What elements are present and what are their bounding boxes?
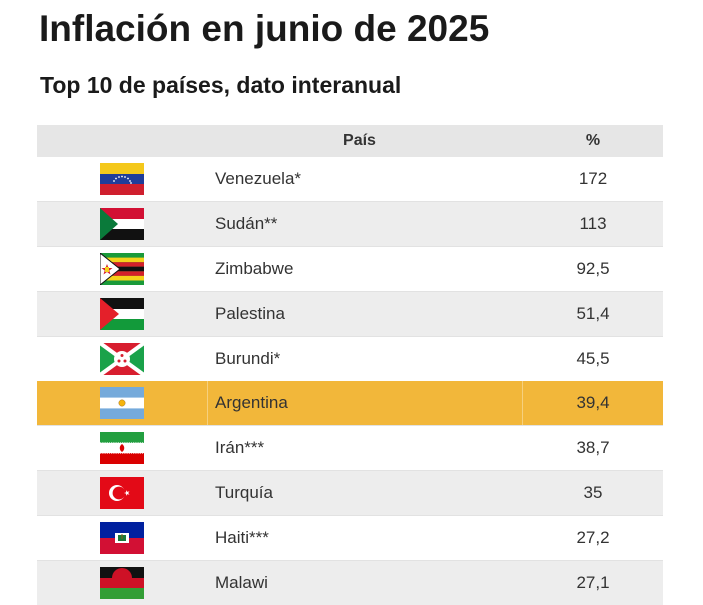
table-row: Sudán** 113 — [37, 201, 663, 246]
inflation-value: 27,2 — [576, 528, 610, 547]
zimbabwe-flag — [100, 253, 144, 285]
column-separator — [522, 381, 523, 425]
inflation-value: 45,5 — [576, 349, 610, 368]
column-header-country: País — [343, 132, 376, 149]
inflation-value: 39,4 — [576, 393, 610, 412]
column-header-value: % — [585, 132, 601, 149]
table-row: Irán*** 38,7 — [37, 425, 663, 470]
inflation-value: 113 — [579, 214, 607, 233]
country-name: Haiti*** — [215, 528, 269, 547]
inflation-value: 51,4 — [576, 304, 610, 323]
burundi-flag — [100, 343, 144, 375]
table-header: País % — [37, 125, 663, 157]
country-name: Irán*** — [215, 438, 265, 457]
inflation-value: 172 — [578, 169, 608, 188]
country-name: Venezuela* — [215, 169, 302, 188]
malawi-flag — [100, 567, 144, 599]
inflation-value: 35 — [583, 483, 603, 502]
country-name: Zimbabwe — [215, 259, 294, 278]
inflation-value: 27,1 — [576, 573, 610, 592]
country-name: Palestina — [215, 304, 285, 323]
inflation-value: 92,5 — [576, 259, 610, 278]
table-row: Palestina 51,4 — [37, 291, 663, 336]
country-name: Argentina — [215, 393, 288, 412]
iran-flag — [100, 432, 144, 464]
page-title: Inflación en junio de 2025 — [39, 8, 490, 49]
haiti-flag — [100, 522, 144, 554]
table-row: Argentina 39,4 — [37, 381, 663, 425]
country-name: Burundi* — [215, 349, 281, 368]
inflation-table: País % Venezuela* 172 Sudán** 113 Zimbabwe 92… — [37, 125, 663, 605]
table-row: Venezuela* 172 — [37, 157, 663, 201]
country-name: Sudán** — [215, 214, 278, 233]
palestine-flag — [100, 298, 144, 330]
country-name: Malawi — [215, 573, 268, 592]
venezuela-flag — [100, 163, 144, 195]
page-subtitle: Top 10 de países, dato interanual — [40, 72, 402, 98]
column-separator — [207, 381, 208, 425]
table-row: Haiti*** 27,2 — [37, 515, 663, 560]
sudan-flag — [100, 208, 144, 240]
country-name: Turquía — [215, 483, 273, 502]
argentina-flag — [100, 387, 144, 419]
table-row: Malawi 27,1 — [37, 560, 663, 605]
turkey-flag — [100, 477, 144, 509]
table-row: Turquía 35 — [37, 470, 663, 515]
table-row: Zimbabwe 92,5 — [37, 246, 663, 291]
inflation-value: 38,7 — [576, 438, 610, 457]
table-row: Burundi* 45,5 — [37, 336, 663, 381]
